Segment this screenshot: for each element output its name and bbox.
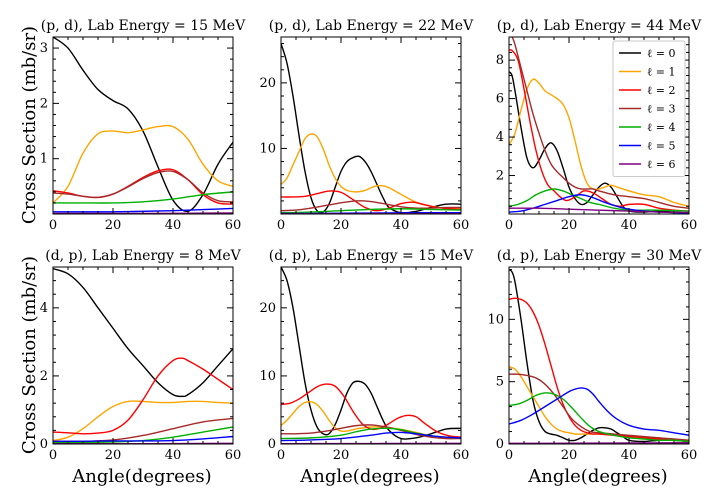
- panel-5-frame: [280, 266, 462, 445]
- panel-2-title: (p, d), Lab Energy = 22 MeV: [269, 18, 474, 34]
- panel-1-series-l3: [53, 170, 233, 203]
- panel-4-xtick: 40: [165, 448, 182, 463]
- panel-6-series-l3: [509, 373, 689, 441]
- panel-1-xtick: 40: [165, 218, 182, 233]
- panel-1-xtick: 0: [49, 218, 57, 233]
- panel-5-xtick: 20: [333, 448, 350, 463]
- ylabel-row1: Cross Section (mb/sr): [19, 26, 40, 224]
- panel-1-xtick: 60: [225, 218, 242, 233]
- panel-5-series-l0: [281, 267, 461, 440]
- panel-4-xtick: 60: [225, 448, 242, 463]
- panel-6-frame: [508, 266, 690, 445]
- legend-entry-l2: ℓ = 2: [647, 84, 675, 97]
- panel-5-series-l3: [281, 424, 461, 440]
- panel-1-ytick: 2: [40, 96, 48, 111]
- panel-2-xtick: 40: [393, 218, 410, 233]
- panel-5-xtick: 40: [393, 448, 410, 463]
- panel-4-series-l0: [53, 268, 233, 398]
- panel-5-title: (d, p), Lab Energy = 15 MeV: [269, 248, 474, 264]
- panel-6-title: (d, p), Lab Energy = 30 MeV: [497, 248, 702, 264]
- panel-6-series-l0: [509, 268, 689, 443]
- panel-4-series-l1: [53, 400, 233, 442]
- panel-3-xtick: 20: [561, 218, 578, 233]
- panel-6-ytick: 10: [487, 312, 504, 327]
- legend-entry-l6: ℓ = 6: [647, 158, 675, 171]
- panel-5-xtick: 60: [453, 448, 470, 463]
- panel-1-series-l2: [53, 168, 233, 205]
- panel-4-xtick: 20: [105, 448, 122, 463]
- panel-2-series-l1: [281, 133, 461, 210]
- panel-3-series-l2: [509, 49, 689, 212]
- panel-1-series-l1: [53, 124, 233, 204]
- legend-entry-l3: ℓ = 3: [647, 103, 675, 116]
- panel-1-series-l0: [53, 37, 233, 213]
- panel-3-ytick: 2: [496, 169, 504, 184]
- panel-3-xtick: 0: [505, 218, 513, 233]
- panel-2-ytick: 20: [259, 76, 276, 91]
- panel-4-ytick: 4: [40, 301, 48, 316]
- legend-box: [612, 40, 686, 177]
- panel-1-title: (p, d), Lab Energy = 15 MeV: [41, 18, 246, 34]
- legend-entry-l4: ℓ = 4: [647, 121, 675, 134]
- panel-6-ytick: 5: [496, 375, 504, 390]
- panel-3-ytick: 8: [496, 53, 504, 68]
- ylabel-row2: Cross Section (mb/sr): [19, 256, 40, 454]
- panel-6-xtick: 20: [561, 448, 578, 463]
- panel-2-ytick: 10: [259, 141, 276, 156]
- panel-4-series-l2: [53, 357, 233, 435]
- xlabel-col1: Angle(degrees): [71, 466, 211, 487]
- panel-1-ytick: 3: [40, 41, 48, 56]
- panel-5-series-l5: [281, 431, 461, 442]
- panel-5-xtick: 0: [277, 448, 285, 463]
- panel-5-ytick: 0: [268, 437, 276, 452]
- panel-1-frame: [52, 36, 234, 215]
- panel-6-series-l2: [509, 297, 689, 442]
- panel-6-xtick: 0: [505, 448, 513, 463]
- panel-3-series-l3: [509, 37, 689, 209]
- panel-4-ytick: 2: [40, 369, 48, 384]
- panel-3-xtick: 60: [681, 218, 698, 233]
- panel-6-series-l4: [509, 392, 689, 443]
- panel-4: (d, p), Lab Energy = 8 MeV 0 20 40 60 0 2 4: [40, 248, 242, 463]
- legend: ℓ = 0 ℓ = 1 ℓ = 2 ℓ = 3 ℓ = 4 ℓ = 5 ℓ = 6: [612, 40, 686, 177]
- panel-2: (p, d), Lab Energy = 22 MeV 0 20 40 60 10 20: [259, 18, 474, 233]
- panel-2-xtick: 0: [277, 218, 285, 233]
- xlabel-col2: Angle(degrees): [299, 466, 439, 487]
- legend-entry-l1: ℓ = 1: [647, 66, 675, 79]
- panel-6-ytick: 0: [496, 437, 504, 452]
- panel-5-ytick: 20: [259, 301, 276, 316]
- panel-4-title: (d, p), Lab Energy = 8 MeV: [45, 248, 241, 264]
- xlabel-col3: Angle(degrees): [527, 466, 667, 487]
- panel-1: (p, d), Lab Energy = 15 MeV 0 20 40 60 1 2 3: [40, 18, 246, 233]
- panel-4-ytick: 0: [40, 437, 48, 452]
- panel-3-ytick: 4: [496, 130, 504, 145]
- panel-4-frame: [52, 266, 234, 445]
- panel-5-series-l2: [281, 383, 461, 438]
- panel-2-series-l3: [281, 200, 461, 212]
- legend-entry-l0: ℓ = 0: [647, 47, 675, 60]
- panel-2-xtick: 60: [453, 218, 470, 233]
- panel-3-xtick: 40: [621, 218, 638, 233]
- panel-1-series-l4: [53, 191, 233, 204]
- panel-3-title: (p, d), Lab Energy = 44 MeV: [497, 18, 702, 34]
- panel-3: (p, d), Lab Energy = 44 MeV 0 20 40 60 2 4 6 8 ℓ …: [496, 18, 702, 233]
- panel-5: (d, p), Lab Energy = 15 MeV 0 20 40 60 0 10 20: [259, 248, 474, 463]
- panel-6-xtick: 60: [681, 448, 698, 463]
- panel-2-xtick: 20: [333, 218, 350, 233]
- panel-1-xtick: 20: [105, 218, 122, 233]
- panel-3-series-l1: [509, 78, 689, 207]
- panel-4-xtick: 0: [49, 448, 57, 463]
- panel-6-xtick: 40: [621, 448, 638, 463]
- panel-6-series-l5: [509, 387, 689, 436]
- panel-1-ytick: 1: [40, 152, 48, 167]
- legend-entry-l5: ℓ = 5: [647, 140, 675, 153]
- panel-4-series-l4: [53, 426, 233, 444]
- panel-5-ytick: 10: [259, 369, 276, 384]
- panel-4-series-l5: [53, 435, 233, 443]
- panel-6: (d, p), Lab Energy = 30 MeV 0 20 40 60 0 5 10: [487, 248, 702, 463]
- panel-3-ytick: 6: [496, 92, 504, 107]
